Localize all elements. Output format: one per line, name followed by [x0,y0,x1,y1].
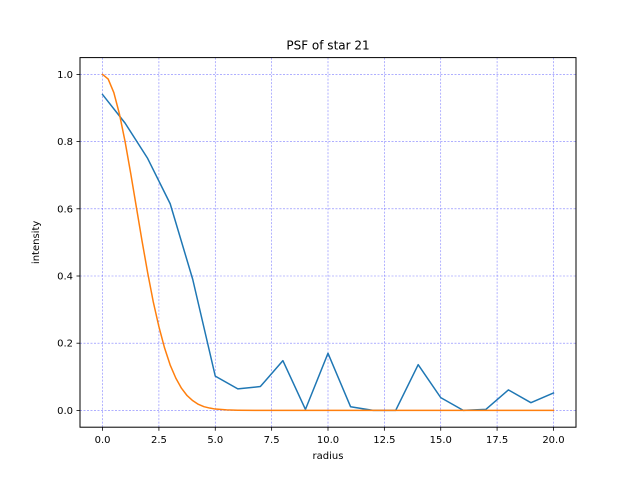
y-tick-label: 1.0 [57,70,73,81]
x-tick-label: 2.5 [151,435,167,446]
x-tick-label: 17.5 [486,435,508,446]
x-tick-label: 12.5 [373,435,395,446]
series-line-2 [101,73,555,412]
y-axis: 0.0 0.2 0.4 0.6 0.8 1.0 [57,70,80,417]
x-tick-label: 10.0 [317,435,339,446]
y-tick-label: 0.4 [57,272,73,283]
y-tick-label: 0.2 [57,339,73,350]
y-tick-label: 0.0 [57,406,73,417]
x-tick-label: 7.5 [264,435,280,446]
x-axis: 0.0 2.5 5.0 7.5 10.0 12.5 15.0 17.5 20.0 [95,427,565,446]
x-tick-label: 15.0 [430,435,452,446]
series-layer [101,73,555,412]
y-axis-label: intensity [31,221,42,264]
chart-title: PSF of star 21 [286,39,369,53]
x-axis-label: radius [313,451,344,462]
x-tick-label: 5.0 [207,435,223,446]
y-tick-label: 0.6 [57,204,73,215]
x-tick-label: 0.0 [95,435,111,446]
x-tick-label: 20.0 [542,435,564,446]
y-tick-label: 0.8 [57,137,73,148]
